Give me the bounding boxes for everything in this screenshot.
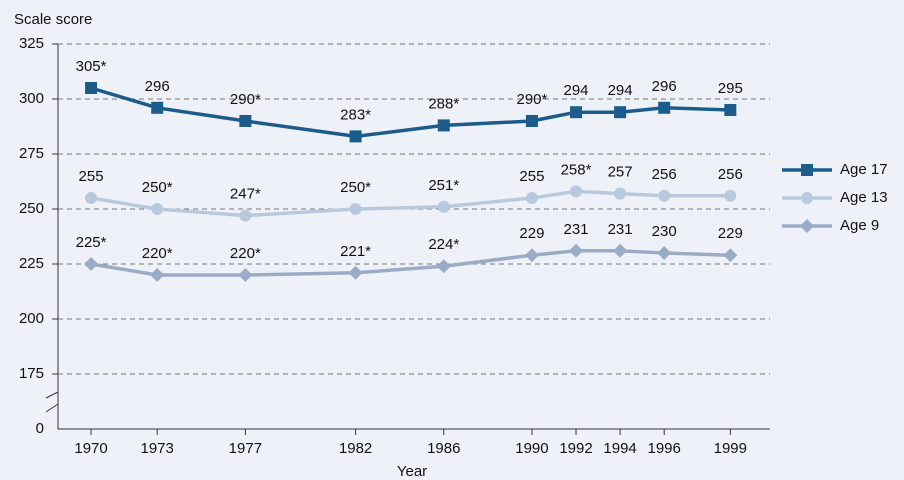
data-label: 250*	[142, 179, 173, 196]
data-label: 257	[608, 164, 633, 181]
marker	[657, 246, 672, 260]
data-label: 288*	[428, 95, 459, 112]
marker	[724, 189, 737, 202]
marker	[348, 265, 363, 280]
y-tick-label: 250	[19, 200, 44, 217]
y-axis-label: Scale score	[14, 11, 92, 28]
marker	[436, 259, 451, 274]
series-line	[90, 249, 731, 277]
marker	[85, 82, 98, 94]
x-tick-label: 1990	[515, 440, 548, 457]
x-tick-label: 1994	[603, 440, 636, 457]
data-label: 225*	[76, 234, 107, 251]
legend-label: Age 17	[840, 161, 888, 178]
marker	[614, 187, 627, 200]
y-tick-label: 325	[19, 35, 44, 52]
marker	[614, 106, 627, 119]
marker	[437, 119, 450, 132]
data-label: 256	[718, 166, 743, 183]
data-label: 220*	[230, 245, 261, 262]
marker	[151, 203, 164, 215]
data-label: 229	[718, 225, 743, 242]
marker	[238, 268, 253, 282]
marker	[437, 200, 450, 213]
legend-label: Age 13	[840, 189, 888, 206]
y-tick-label: 200	[19, 310, 44, 327]
x-tick-label: 1986	[427, 440, 460, 457]
series-line	[90, 189, 731, 218]
marker	[239, 209, 252, 222]
data-label: 290*	[516, 91, 547, 108]
legend-marker	[801, 164, 813, 176]
data-label: 294	[608, 82, 633, 99]
y-tick-label: 300	[19, 90, 44, 107]
marker	[151, 101, 164, 114]
legend-marker	[801, 192, 813, 204]
marker	[239, 115, 252, 127]
marker	[569, 243, 584, 258]
y-tick-label: 275	[19, 145, 44, 162]
x-tick-label: 1996	[648, 440, 681, 457]
marker	[524, 248, 539, 263]
legend-label: Age 9	[840, 217, 879, 234]
data-label: 221*	[340, 243, 371, 260]
y-origin-label: 0	[36, 420, 44, 437]
marker	[658, 101, 671, 114]
data-label: 231	[564, 221, 589, 238]
marker	[723, 248, 738, 263]
data-label: 296	[652, 78, 677, 95]
marker	[724, 104, 737, 116]
marker	[570, 185, 583, 198]
legend-marker	[800, 219, 814, 233]
marker	[658, 189, 671, 202]
x-tick-label: 1992	[559, 440, 592, 457]
data-label: 255	[79, 168, 104, 185]
marker	[150, 268, 165, 282]
data-label: 295	[718, 80, 743, 97]
x-tick-label: 1973	[141, 440, 174, 457]
y-tick-label: 175	[19, 365, 44, 382]
y-tick-label: 225	[19, 255, 44, 272]
x-tick-label: 1977	[229, 440, 262, 457]
marker	[85, 192, 98, 204]
data-label: 255	[519, 168, 544, 185]
data-label: 247*	[230, 186, 261, 203]
data-label: 250*	[340, 179, 371, 196]
data-label: 256	[652, 166, 677, 183]
marker	[613, 243, 628, 258]
x-axis-label: Year	[397, 463, 427, 480]
marker	[349, 203, 362, 215]
x-tick-label: 1982	[339, 440, 372, 457]
data-label: 305*	[76, 58, 107, 75]
data-label: 296	[145, 78, 170, 95]
marker	[570, 106, 583, 119]
marker	[525, 115, 538, 127]
data-label: 251*	[428, 177, 459, 194]
data-label: 258*	[561, 161, 592, 178]
data-label: 283*	[340, 106, 371, 123]
data-label: 220*	[142, 245, 173, 262]
x-tick-label: 1999	[714, 440, 747, 457]
marker	[349, 130, 362, 143]
x-tick-label: 1970	[74, 440, 107, 457]
data-label: 231	[608, 221, 633, 238]
data-label: 290*	[230, 91, 261, 108]
marker	[84, 257, 99, 271]
data-label: 224*	[428, 236, 459, 253]
axis-break	[45, 391, 59, 413]
data-label: 229	[519, 225, 544, 242]
data-label: 230	[652, 223, 677, 240]
series-line	[90, 86, 731, 139]
marker	[525, 192, 538, 204]
data-label: 294	[564, 82, 589, 99]
